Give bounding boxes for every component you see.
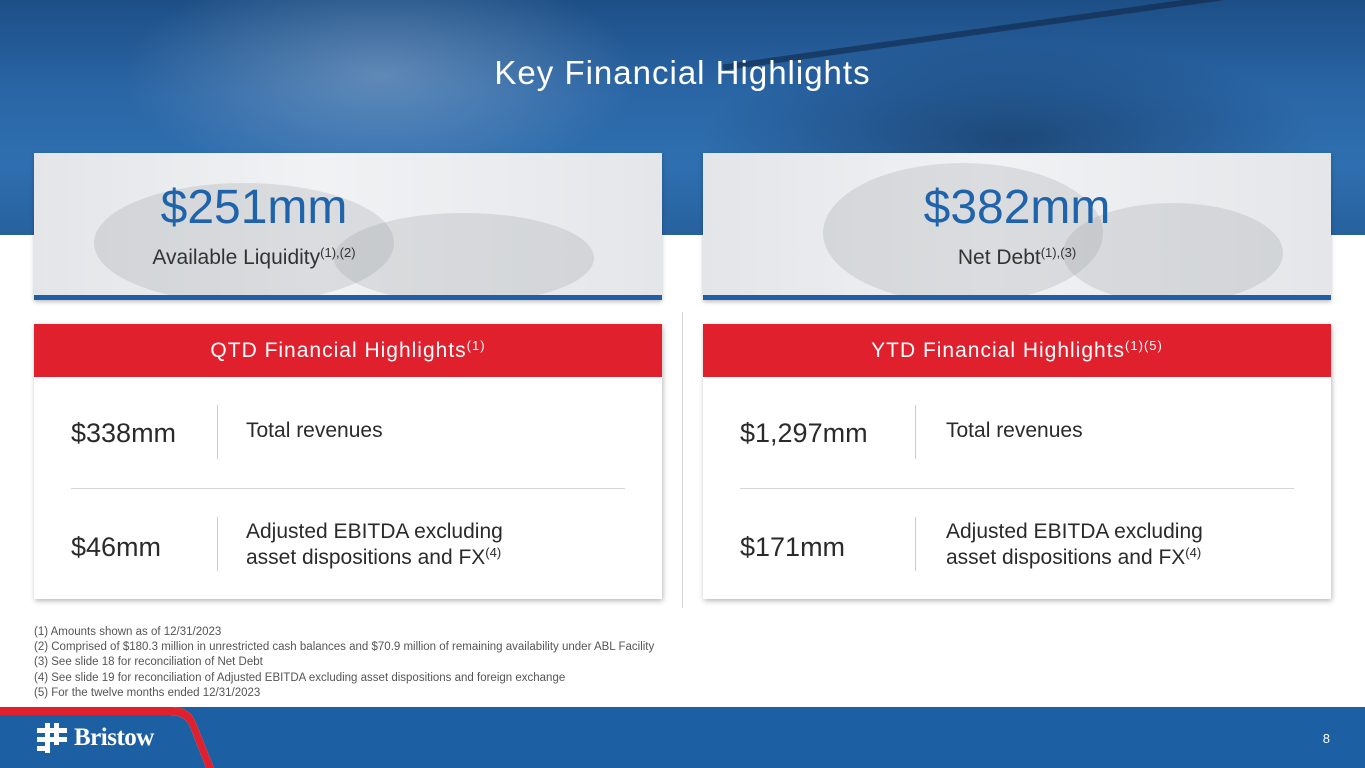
row-separator (740, 488, 1294, 489)
kpi-value: $382mm (923, 181, 1111, 234)
footnote-ref: (4) (485, 544, 502, 560)
row-divider (915, 405, 916, 459)
footnote: (2) Comprised of $180.3 million in unres… (34, 641, 655, 654)
metric-value: $338mm (71, 418, 177, 448)
kpi-label: Available Liquidity(1),(2) (152, 244, 356, 269)
footnote-ref: (1)(5) (1125, 337, 1163, 353)
metric-description: Adjusted EBITDA excluding asset disposit… (946, 520, 1203, 569)
ytd-highlights-card: YTD Financial Highlights(1)(5) $1,297mm … (703, 324, 1331, 599)
footnote-ref: (1),(3) (1040, 244, 1077, 260)
footnote: (1) Amounts shown as of 12/31/2023 (34, 626, 222, 638)
footnote: (5) For the twelve months ended 12/31/20… (34, 686, 261, 699)
page-title: Key Financial Highlights (494, 54, 871, 91)
metric-value: $1,297mm (740, 418, 868, 448)
kpi-value: $251mm (160, 181, 348, 234)
row-divider (915, 517, 916, 571)
qtd-highlights-card: QTD Financial Highlights(1) $338mm Total… (34, 324, 662, 599)
metric-description: Total revenues (946, 419, 1083, 442)
footnotes: (1) Amounts shown as of 12/31/2023 (2) C… (34, 625, 654, 701)
kpi-card-liquidity: $251mm Available Liquidity(1),(2) (34, 153, 662, 300)
row-divider (217, 405, 218, 459)
metric-value: $46mm (71, 532, 162, 562)
column-divider (682, 312, 683, 608)
bristow-logo: Bristow (35, 720, 154, 756)
footer-bar (0, 707, 1365, 768)
card-heading: QTD Financial Highlights(1) (34, 324, 662, 377)
metric-value: $171mm (740, 532, 846, 562)
footnote-ref: (1) (466, 337, 486, 353)
metric-description: Adjusted EBITDA excluding asset disposit… (246, 520, 503, 569)
footnote-ref: (1),(2) (320, 244, 356, 260)
footnote-ref: (4) (1185, 544, 1202, 560)
metric-description: Total revenues (246, 419, 383, 442)
logo-wordmark: Bristow (74, 724, 154, 751)
bristow-mark-icon (37, 723, 67, 753)
page-number: 8 (1322, 731, 1330, 746)
footnote: (3) See slide 18 for reconciliation of N… (34, 656, 263, 669)
kpi-label: Net Debt(1),(3) (957, 244, 1077, 269)
kpi-card-net-debt: $382mm Net Debt(1),(3) (703, 153, 1331, 300)
card-heading: YTD Financial Highlights(1)(5) (703, 324, 1331, 377)
row-divider (217, 517, 218, 571)
footnote: (4) See slide 19 for reconciliation of A… (34, 671, 566, 684)
row-separator (71, 488, 625, 489)
